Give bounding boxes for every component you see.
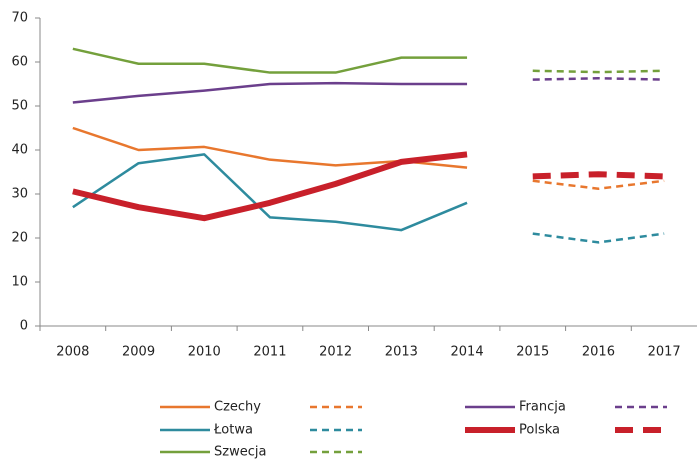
series-line xyxy=(72,47,468,74)
legend-label: Francja xyxy=(519,400,566,415)
y-tick-label: 60 xyxy=(11,55,28,70)
forecast-line xyxy=(532,179,665,190)
x-tick-label: 2008 xyxy=(56,345,89,360)
y-tick-label: 70 xyxy=(11,11,28,26)
x-tick-label: 2016 xyxy=(582,345,615,360)
y-tick-label: 0 xyxy=(20,319,28,334)
forecast-line xyxy=(532,171,665,180)
x-tick-label: 2017 xyxy=(648,345,681,360)
legend-label: Łotwa xyxy=(213,423,253,438)
y-tick-label: 10 xyxy=(11,275,28,290)
y-tick-label: 30 xyxy=(11,187,28,202)
series-line xyxy=(72,81,468,104)
x-tick-label: 2009 xyxy=(122,345,155,360)
x-tick-label: 2014 xyxy=(451,345,484,360)
forecast-line xyxy=(532,77,665,81)
y-tick-label: 50 xyxy=(11,99,28,114)
x-tick-label: 2013 xyxy=(385,345,418,360)
x-tick-label: 2015 xyxy=(516,345,549,360)
y-tick-label: 40 xyxy=(11,143,28,158)
x-tick-label: 2012 xyxy=(319,345,352,360)
forecast-line xyxy=(532,69,665,74)
x-tick-label: 2011 xyxy=(253,345,286,360)
forecast-line xyxy=(532,232,665,244)
legend-label: Czechy xyxy=(214,400,261,415)
x-tick-label: 2010 xyxy=(188,345,221,360)
series-line xyxy=(72,153,468,232)
y-tick-label: 20 xyxy=(11,231,28,246)
series-line xyxy=(72,151,468,222)
legend-label: Polska xyxy=(519,423,560,438)
legend-label: Szwecja xyxy=(214,445,266,460)
